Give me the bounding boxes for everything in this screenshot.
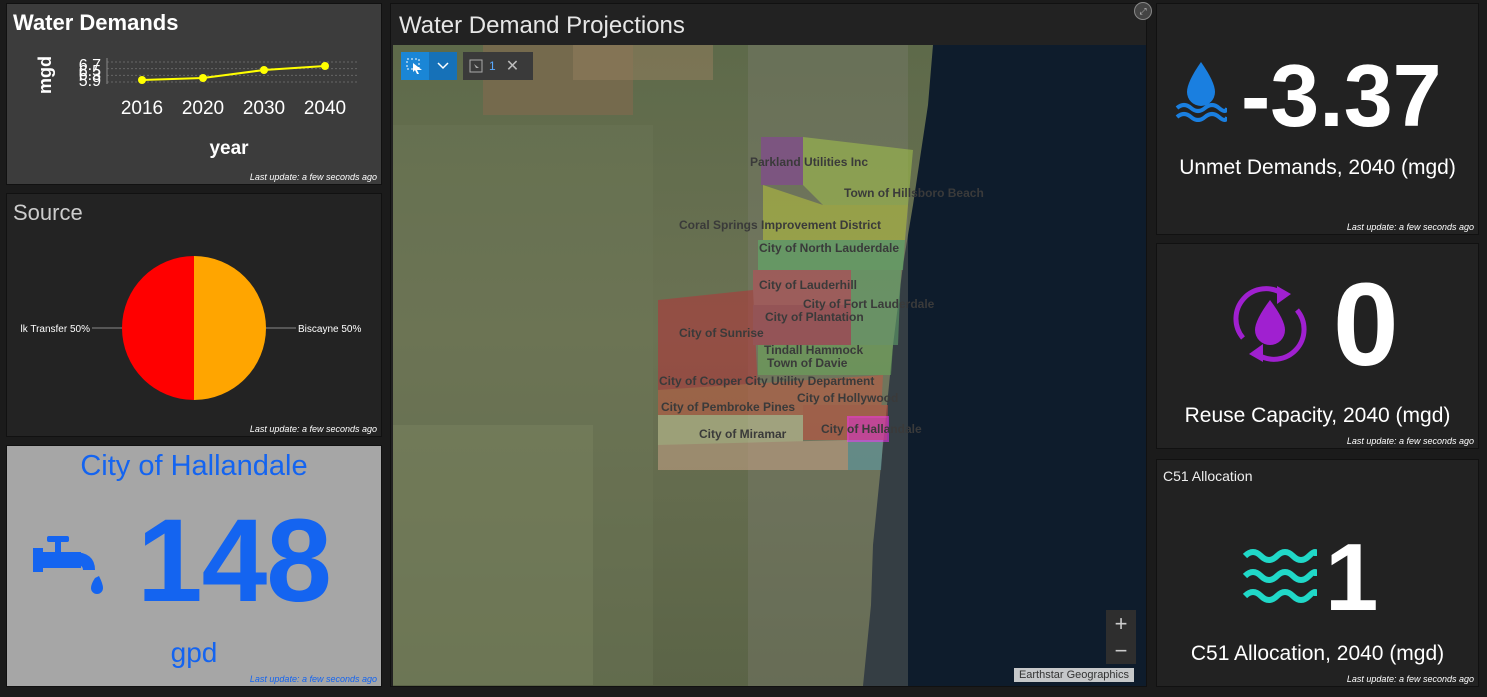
reuse-capacity-panel: 0 Reuse Capacity, 2040 (mgd) Last update… — [1156, 243, 1479, 449]
source-title: Source — [13, 200, 83, 225]
clear-selection-icon[interactable]: ✕ — [505, 58, 520, 75]
source-panel: Source Biscayne 50% lk Transfer 50% Last … — [6, 193, 382, 437]
faucet-icon — [33, 536, 103, 594]
label-hillsboro: Town of Hillsboro Beach — [844, 186, 984, 200]
data-point[interactable] — [138, 76, 146, 84]
reuse-capacity-label: Reuse Capacity, 2040 (mgd) — [1184, 404, 1451, 427]
label-cooper-city: City of Cooper City Utility Department — [659, 374, 874, 388]
water-utility-polygons — [658, 137, 913, 470]
data-point[interactable] — [260, 66, 268, 74]
unmet-demands-panel: -3.37 Unmet Demands, 2040 (mgd) Last upd… — [1156, 3, 1479, 235]
last-update-text: Last update: a few seconds ago — [1346, 436, 1474, 446]
district-labels: Parkland Utilities Inc Town of Hillsboro… — [659, 155, 984, 441]
zoom-control: + − — [1106, 610, 1136, 664]
label-pembroke-pines: City of Pembroke Pines — [661, 400, 795, 414]
label-fort-lauderdale: City of Fort Lauderdale — [803, 297, 935, 311]
x-tick-labels: 2016 2020 2030 2040 — [121, 98, 346, 119]
zoom-in-button[interactable]: + — [1114, 610, 1128, 636]
label-coral-springs: Coral Springs Improvement District — [679, 218, 881, 232]
x-tick-label: 2030 — [243, 98, 285, 119]
recycle-drop-icon — [1233, 286, 1307, 362]
series-points — [138, 62, 329, 84]
select-dropdown-button[interactable] — [429, 52, 457, 80]
selection-indicator[interactable]: 1 ✕ — [463, 52, 533, 80]
selection-cursor-icon — [406, 58, 422, 74]
c51-allocation-panel: C51 Allocation 1 C51 Allocation, 2040 (m… — [1156, 459, 1479, 687]
pie-slice[interactable] — [194, 256, 266, 400]
selection-box-icon — [469, 59, 483, 73]
pie-slice[interactable] — [122, 256, 194, 400]
y-tick-label: 6.3 — [79, 67, 101, 84]
label-tindall-hammock: Tindall Hammock — [764, 343, 863, 357]
select-tool-button[interactable] — [401, 52, 429, 80]
x-tick-label: 2020 — [182, 98, 224, 119]
water-drop-icon — [1175, 62, 1227, 122]
expand-icon[interactable]: ⤢ — [1134, 2, 1152, 20]
label-davie: Town of Davie — [767, 356, 848, 370]
selection-count: 1 — [489, 59, 496, 73]
unmet-demands-value: -3.37 — [1241, 46, 1442, 145]
label-sunrise: City of Sunrise — [679, 326, 764, 340]
unmet-demands-label: Unmet Demands, 2040 (mgd) — [1179, 156, 1456, 179]
x-tick-label: 2016 — [121, 98, 163, 119]
y-tick-label: 5.9 — [79, 73, 101, 90]
data-point[interactable] — [321, 62, 329, 70]
map-toolbar: 1 ✕ — [401, 52, 533, 80]
last-update-text: Last update: a few seconds ago — [249, 674, 377, 684]
label-miramar: City of Miramar — [699, 427, 787, 441]
c51-title: C51 Allocation — [1163, 468, 1253, 484]
map-canvas[interactable]: Parkland Utilities Inc Town of Hillsboro… — [393, 45, 1146, 686]
chevron-down-icon — [437, 62, 449, 70]
slice-label: Biscayne 50% — [298, 324, 361, 335]
slice-label: lk Transfer 50% — [21, 324, 91, 335]
city-demand-value: 148 — [137, 495, 332, 627]
water-demands-title: Water Demands — [13, 10, 178, 35]
reuse-capacity-value: 0 — [1333, 259, 1399, 391]
y-tick-labels: 6.76.56.35.9 — [79, 57, 101, 90]
label-lauderhill: City of Lauderhill — [759, 278, 857, 292]
label-plantation: City of Plantation — [765, 310, 864, 324]
last-update-text: Last update: a few seconds ago — [1346, 222, 1474, 232]
label-hollywood: City of Hollywood — [797, 391, 898, 405]
zoom-out-button[interactable]: − — [1114, 637, 1128, 663]
data-point[interactable] — [199, 74, 207, 82]
chart-grid — [106, 58, 357, 84]
y-axis-label: mgd — [35, 56, 55, 94]
map-panel: Water Demand Projections ⤢ — [390, 2, 1152, 687]
c51-allocation-label: C51 Allocation, 2040 (mgd) — [1190, 642, 1445, 665]
x-axis-label: year — [209, 138, 249, 159]
map-title: Water Demand Projections — [399, 12, 685, 39]
last-update-text: Last update: a few seconds ago — [1346, 674, 1474, 684]
water-demands-chart: Water Demands 6.76.56.35.9 2016 2020 2030 2… — [13, 10, 357, 159]
y-tick-label: 6.7 — [79, 57, 101, 74]
c51-allocation-value: 1 — [1325, 524, 1379, 631]
city-indicator-panel: City of Hallandale 148 gpd Last update: … — [6, 445, 382, 687]
selected-feature-hallandale[interactable] — [847, 416, 889, 442]
label-hallandale: City of Hallandale — [821, 422, 922, 436]
map-attribution: Earthstar Geographics — [1013, 668, 1134, 682]
water-demands-panel: Water Demands 6.7 6.5 6.3 5.9 2016 2020 2030 2… — [6, 3, 382, 185]
y-tick-label: 6.5 — [79, 63, 101, 80]
last-update-text: Last update: a few seconds ago — [249, 424, 377, 434]
city-name: City of Hallandale — [80, 450, 308, 482]
x-tick-label: 2040 — [304, 98, 346, 119]
waves-icon — [1243, 549, 1317, 603]
last-update-text: Last update: a few seconds ago — [249, 172, 377, 182]
label-parkland: Parkland Utilities Inc — [750, 155, 868, 169]
source-pie-chart: Biscayne 50% lk Transfer 50% — [21, 256, 361, 400]
series-line — [141, 65, 326, 81]
satellite-map[interactable]: Parkland Utilities Inc Town of Hillsboro… — [393, 45, 1146, 686]
label-north-lauderdale: City of North Lauderdale — [759, 241, 899, 255]
city-demand-unit: gpd — [170, 637, 218, 668]
